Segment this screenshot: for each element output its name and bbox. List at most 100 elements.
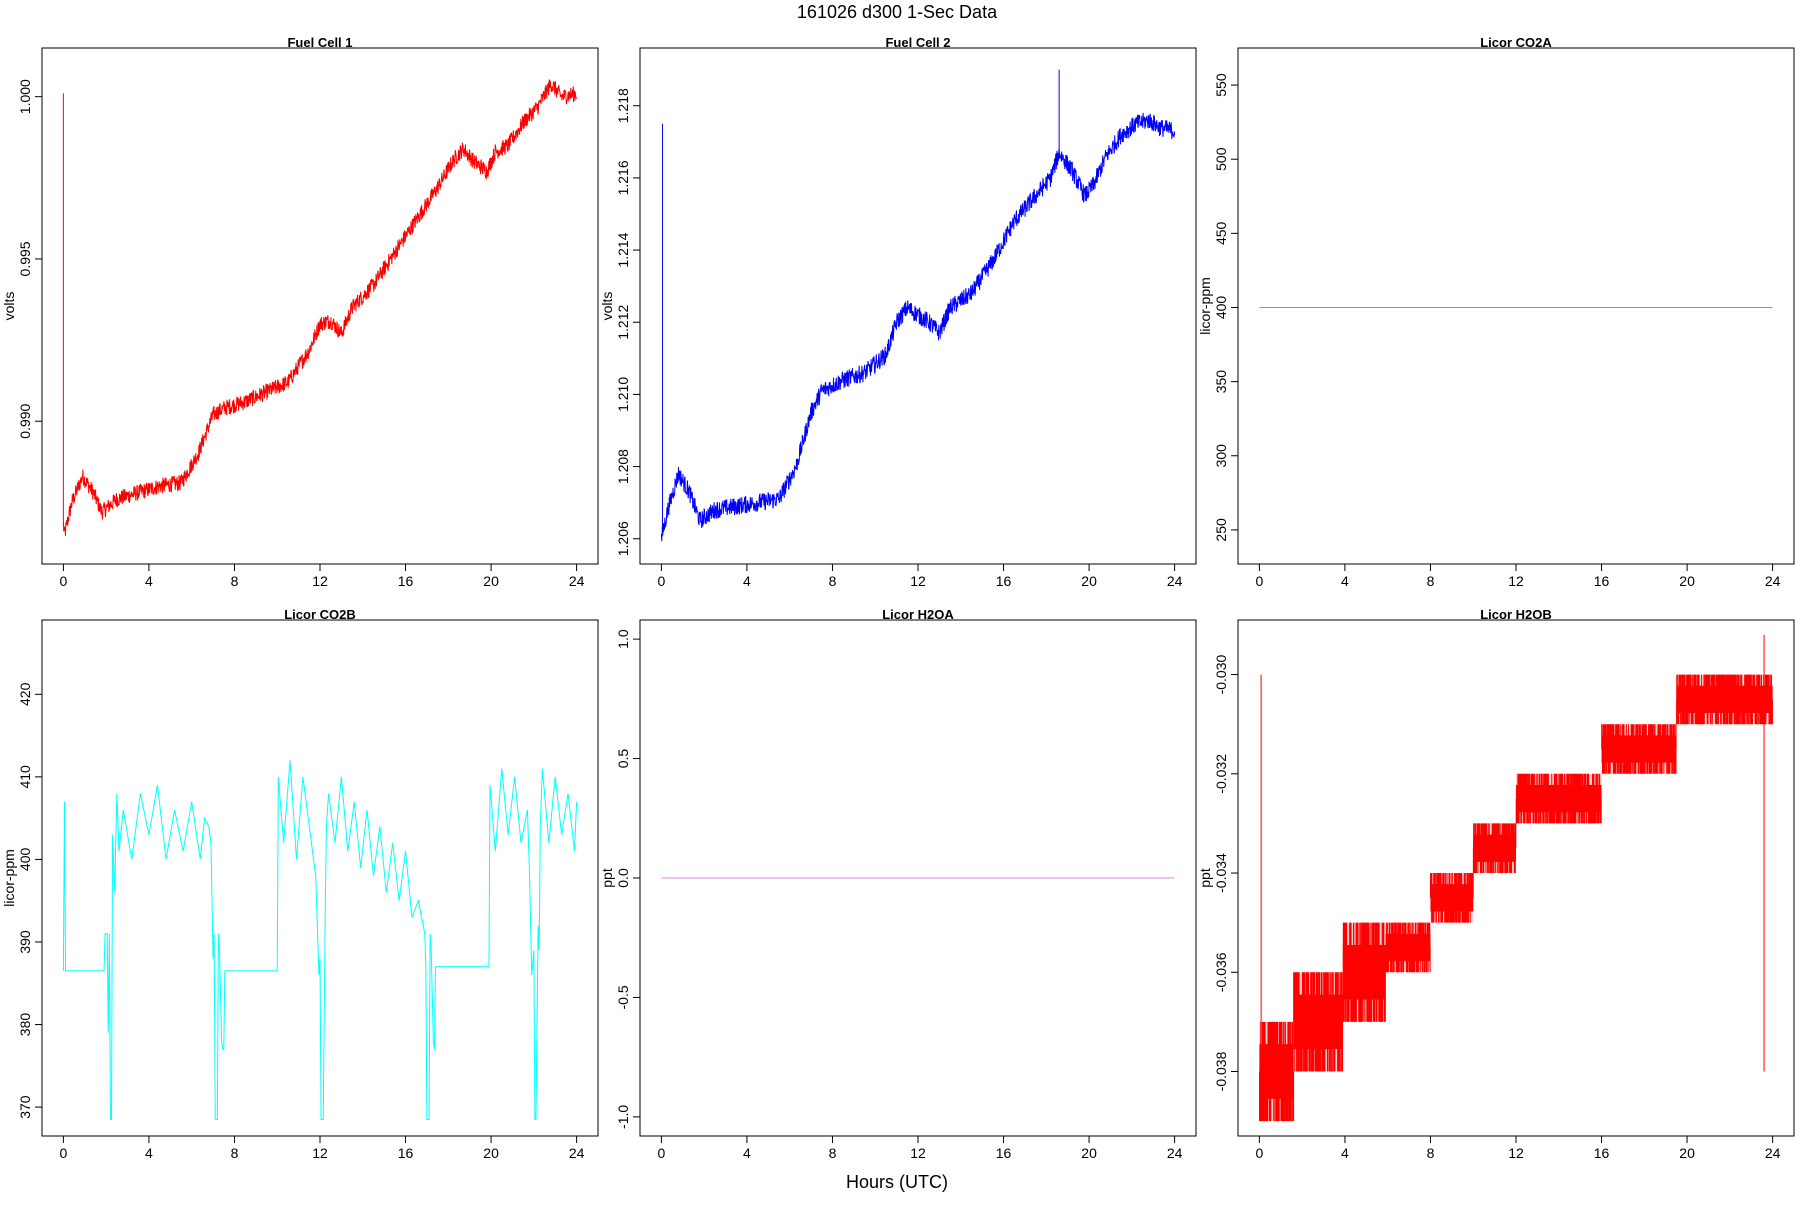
x-tick-label: 12: [910, 573, 926, 589]
step-band: [1385, 922, 1431, 973]
x-tick-label: 0: [59, 573, 67, 589]
x-axis: 0 4 8 12 16 20 24: [59, 1135, 585, 1161]
x-axis: 0 4 8 12 16 20 24: [657, 563, 1183, 589]
y-axis-label: licor-ppm: [1, 849, 17, 907]
y-axis-label: licor-ppm: [1197, 277, 1213, 335]
step-band-core: [1676, 685, 1773, 714]
series-line: [660, 112, 1176, 542]
y-tick-label: -0.038: [1213, 1051, 1229, 1091]
x-tick-label: 4: [1341, 1145, 1349, 1161]
plot-area: [62, 79, 578, 536]
y-tick-label: 400: [1213, 296, 1229, 320]
y-tick-label: -0.5: [615, 985, 631, 1009]
step-band-core: [1516, 784, 1602, 813]
x-tick-label: 16: [996, 1145, 1012, 1161]
step-band-core: [1430, 884, 1474, 912]
panel-title: Fuel Cell 2: [885, 35, 950, 50]
step-band: [1472, 823, 1517, 874]
y-tick-label: 1.208: [615, 449, 631, 484]
y-axis: 250 300 350 400 450 500 550: [1213, 73, 1239, 542]
plot-area: [62, 760, 578, 1120]
x-tick-label: 16: [398, 573, 414, 589]
y-tick-label: 1.000: [17, 79, 33, 114]
y-axis: -1.0 -0.5 0.0 0.5 1.0: [615, 629, 641, 1129]
y-tick-label: 0.5: [615, 749, 631, 769]
x-tick-label: 4: [145, 1145, 153, 1161]
x-tick-label: 24: [1765, 573, 1781, 589]
y-tick-label: 350: [1213, 370, 1229, 394]
y-tick-label: 300: [1213, 444, 1229, 468]
y-tick-label: 450: [1213, 221, 1229, 245]
step-band: [1342, 922, 1386, 1022]
x-tick-label: 8: [1427, 573, 1435, 589]
y-axis-label: volts: [599, 292, 615, 321]
y-tick-label: 410: [17, 765, 33, 789]
x-tick-label: 20: [483, 573, 499, 589]
y-tick-label: 1.216: [615, 160, 631, 195]
y-tick-label: 0.990: [17, 403, 33, 438]
step-band: [1259, 1021, 1295, 1122]
x-tick-label: 0: [657, 1145, 665, 1161]
panel-licor-co2a: Licor CO2A licor-ppm 0 4 8 12 16 20 24 250 300 350 4…: [1197, 35, 1795, 589]
x-tick-label: 0: [1255, 1145, 1263, 1161]
x-tick-label: 12: [1508, 573, 1524, 589]
x-axis: 0 4 8 12 16 20 24: [1255, 1135, 1781, 1161]
x-tick-label: 4: [145, 573, 153, 589]
step-band: [1430, 873, 1474, 923]
step-band: [1293, 972, 1344, 1072]
y-axis: 1.206 1.208 1.210 1.212 1.214 1.216 1.218: [615, 88, 641, 556]
plot-frame: [1237, 47, 1795, 565]
y-tick-label: 250: [1213, 518, 1229, 542]
step-band-core: [1293, 994, 1343, 1050]
x-tick-label: 16: [996, 573, 1012, 589]
x-tick-label: 20: [1679, 573, 1695, 589]
x-tick-label: 12: [312, 1145, 328, 1161]
x-tick-label: 16: [1594, 1145, 1610, 1161]
y-tick-label: -1.0: [615, 1105, 631, 1129]
panel-title: Licor CO2B: [284, 607, 356, 622]
x-tick-label: 0: [59, 1145, 67, 1161]
panel-licor-co2b: Licor CO2B licor-ppm 0 4 8 12 16 20 24 370 380 390 4…: [1, 607, 599, 1161]
x-tick-label: 0: [657, 573, 665, 589]
x-tick-label: 4: [743, 1145, 751, 1161]
panel-title: Fuel Cell 1: [287, 35, 352, 50]
plot-frame: [41, 619, 599, 1137]
step-band-core: [1473, 834, 1516, 862]
figure-x-axis-label: Hours (UTC): [846, 1172, 948, 1192]
x-tick-label: 4: [1341, 573, 1349, 589]
x-tick-label: 0: [1255, 573, 1263, 589]
x-tick-label: 8: [829, 1145, 837, 1161]
y-axis-label: volts: [1, 292, 17, 321]
y-tick-label: -0.034: [1213, 853, 1229, 893]
x-tick-label: 12: [910, 1145, 926, 1161]
x-tick-label: 24: [569, 1145, 585, 1161]
y-tick-label: 1.214: [615, 232, 631, 267]
x-tick-label: 24: [569, 573, 585, 589]
y-tick-label: 1.212: [615, 305, 631, 340]
y-tick-label: 420: [17, 682, 33, 706]
y-tick-label: -0.030: [1213, 655, 1229, 695]
y-axis: 370 380 390 400 410 420: [17, 682, 43, 1119]
x-tick-label: 24: [1167, 1145, 1183, 1161]
y-tick-label: -0.036: [1213, 952, 1229, 992]
x-tick-label: 4: [743, 573, 751, 589]
y-axis: -0.038 -0.036 -0.034 -0.032 -0.030: [1213, 655, 1239, 1091]
x-tick-label: 20: [483, 1145, 499, 1161]
x-tick-label: 20: [1081, 573, 1097, 589]
step-band-core: [1385, 933, 1431, 962]
plot-frame: [41, 47, 599, 565]
panel-title: Licor H2OB: [1480, 607, 1552, 622]
step-band: [1515, 773, 1602, 824]
step-band: [1601, 724, 1677, 774]
x-tick-label: 20: [1679, 1145, 1695, 1161]
y-tick-label: 1.218: [615, 88, 631, 123]
x-tick-label: 16: [398, 1145, 414, 1161]
x-tick-label: 8: [231, 573, 239, 589]
step-band-core: [1601, 735, 1677, 763]
y-tick-label: 0.995: [17, 241, 33, 276]
x-tick-label: 12: [1508, 1145, 1524, 1161]
series-line: [62, 760, 578, 1120]
plot-area: [1259, 634, 1773, 1122]
